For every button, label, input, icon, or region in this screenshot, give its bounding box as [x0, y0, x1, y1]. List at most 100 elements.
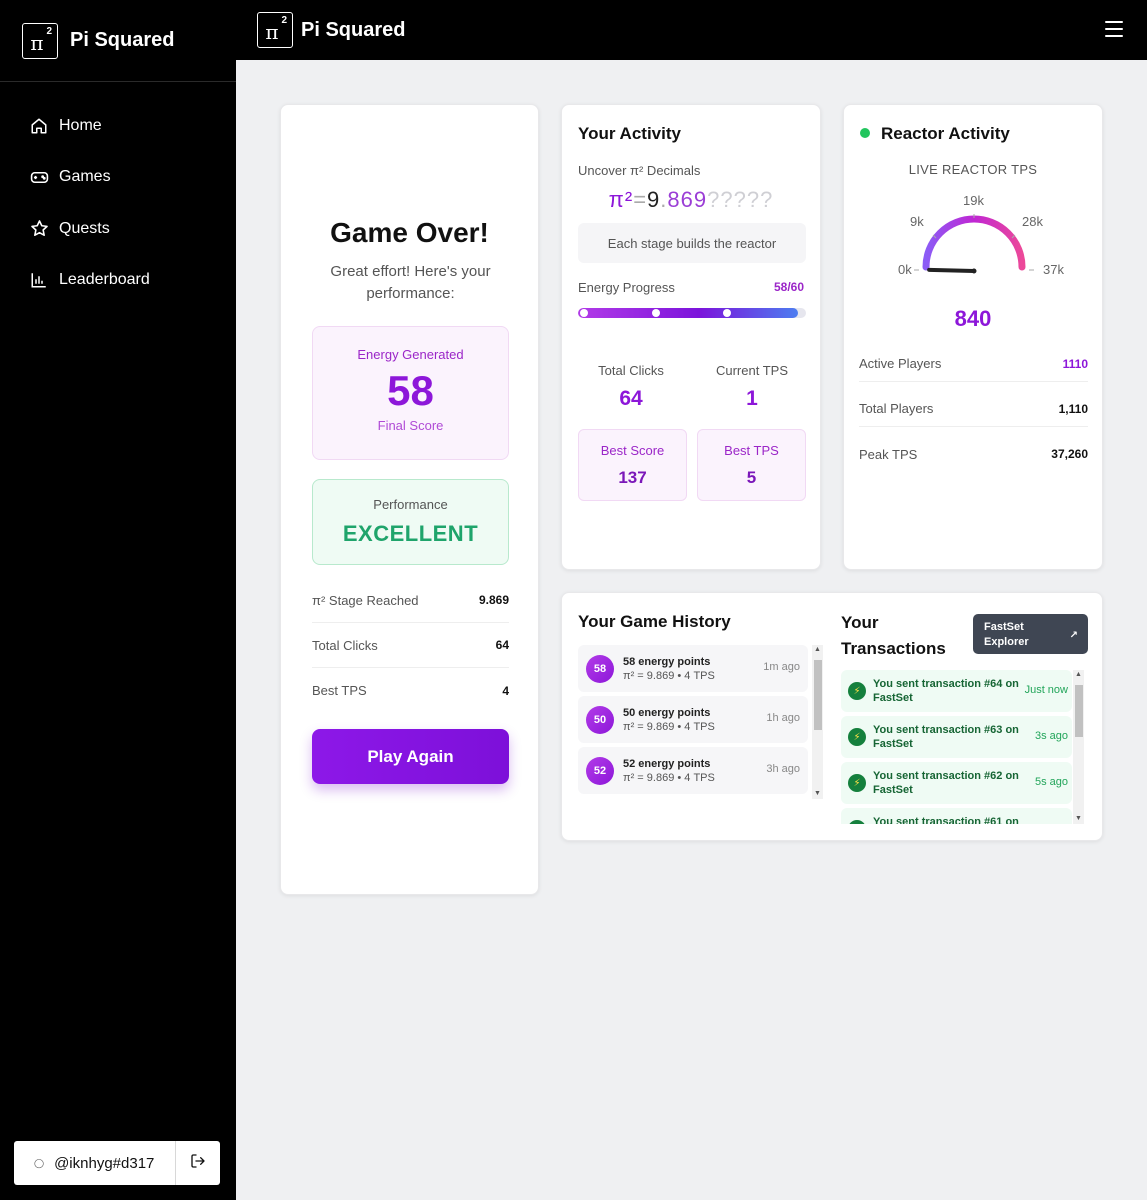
- score-badge: 50: [586, 705, 614, 734]
- reactor-title: Reactor Activity: [881, 124, 1010, 143]
- final-score-label: Final Score: [377, 418, 444, 433]
- scroll-thumb[interactable]: [814, 660, 822, 730]
- list-item[interactable]: 58 58 energy points π² = 9.869 • 4 TPS 1…: [578, 645, 808, 692]
- tps-gauge: 0k 9k 19k 28k 37k: [898, 193, 1064, 277]
- live-status-dot: [860, 128, 870, 138]
- stat-value: 1: [746, 387, 758, 410]
- history-title: 52 energy points: [623, 757, 711, 770]
- reactor-card: Reactor Activity LIVE REACTOR TPS 0k 9k …: [843, 104, 1103, 570]
- external-link-icon: ↗: [1069, 630, 1078, 641]
- energy-progress-fill: [578, 308, 799, 318]
- stat-row-clicks: Total Clicks 64: [312, 623, 509, 668]
- scroll-down-arrow-icon[interactable]: ▼: [1075, 815, 1082, 822]
- stat-label: Total Clicks: [312, 637, 378, 653]
- fastset-explorer-label: FastSet Explorer: [984, 621, 1029, 648]
- menu-icon[interactable]: [1105, 21, 1123, 37]
- pi-equals: =: [633, 187, 648, 212]
- history-time: 1h ago: [766, 712, 800, 724]
- play-again-button[interactable]: Play Again: [312, 729, 509, 784]
- history-scrollbar[interactable]: ▲ ▼: [812, 645, 823, 799]
- user-panel: ◯ @iknhyg#d317: [14, 1141, 220, 1185]
- lightning-icon: ⚡: [848, 774, 866, 792]
- list-item[interactable]: 50 50 energy points π² = 9.869 • 4 TPS 1…: [578, 696, 808, 743]
- list-item[interactable]: ⚡ You sent transaction #63 on FastSet 3s…: [841, 716, 1072, 758]
- stat-label: Total Clicks: [598, 363, 664, 378]
- score-badge: 58: [586, 654, 614, 683]
- home-icon: [29, 116, 49, 136]
- energy-label: Energy Generated: [357, 347, 464, 362]
- energy-progress-bar: [578, 308, 806, 318]
- reactor-tps-value: 840: [954, 306, 992, 331]
- pi-dot: .: [660, 187, 668, 212]
- reactor-subtitle: LIVE REACTOR TPS: [908, 162, 1038, 177]
- gauge-tick-label: 28k: [1022, 214, 1043, 229]
- gauge-arc: [922, 215, 1026, 271]
- scroll-up-arrow-icon[interactable]: ▲: [1075, 671, 1082, 678]
- sidebar-item-quests[interactable]: Quests: [0, 203, 236, 255]
- sidebar-item-label: Games: [59, 168, 111, 186]
- sidebar-item-home[interactable]: Home: [0, 100, 236, 152]
- performance-label: Performance: [373, 497, 448, 512]
- stat-value: 5: [746, 468, 757, 487]
- total-players-row: Total Players 1,110: [859, 391, 1088, 427]
- transactions-scrollbar[interactable]: ▲ ▼: [1073, 670, 1084, 824]
- peak-tps-row: Peak TPS 37,260: [859, 436, 1088, 472]
- stat-value: 64: [619, 387, 643, 410]
- gauge-tick: [1011, 234, 1016, 239]
- history-detail: π² = 9.869 • 4 TPS: [623, 669, 715, 682]
- transaction-text: You sent transaction #63 on FastSet: [873, 724, 1019, 750]
- lightning-icon: ⚡: [848, 820, 866, 824]
- list-item[interactable]: ⚡ You sent transaction #62 on FastSet 5s…: [841, 762, 1072, 804]
- stat-label: Best TPS: [724, 443, 779, 458]
- game-over-title: Game Over!: [330, 217, 489, 248]
- sidebar-item-label: Quests: [59, 219, 110, 237]
- activity-card: Your Activity Uncover π² Decimals π²=9.8…: [561, 104, 821, 570]
- gauge-hub: [971, 268, 977, 274]
- transactions-list: ⚡ You sent transaction #64 on FastSet Ju…: [841, 670, 1073, 824]
- sidebar-item-leaderboard[interactable]: Leaderboard: [0, 255, 236, 307]
- logout-button[interactable]: [176, 1141, 220, 1185]
- transaction-time: Just now: [1024, 684, 1068, 696]
- gauge-tick-label: 9k: [910, 214, 924, 229]
- sidebar-item-games[interactable]: Games: [0, 152, 236, 204]
- total-clicks-stat: Total Clicks 64: [576, 363, 686, 411]
- list-item[interactable]: 52 52 energy points π² = 9.869 • 4 TPS 3…: [578, 747, 808, 794]
- progress-marker: [580, 309, 588, 317]
- history-time: 1m ago: [763, 661, 800, 673]
- scroll-down-arrow-icon[interactable]: ▼: [814, 790, 821, 797]
- sidebar-item-label: Home: [59, 116, 102, 134]
- fastset-explorer-button[interactable]: FastSet Explorer ↗: [973, 614, 1088, 654]
- stat-value: 137: [618, 468, 647, 487]
- stat-value: 9.869: [478, 593, 509, 607]
- current-tps-stat: Current TPS 1: [697, 363, 807, 411]
- history-time: 3h ago: [766, 763, 800, 775]
- energy-generated-box: Energy Generated 58 Final Score: [312, 326, 509, 460]
- transaction-text: You sent transaction #64 on FastSet: [873, 678, 1019, 704]
- performance-value: EXCELLENT: [342, 521, 479, 546]
- user-profile-button[interactable]: ◯ @iknhyg#d317: [14, 1141, 176, 1185]
- gauge-tick-label: 19k: [963, 193, 984, 208]
- stat-label: Peak TPS: [859, 446, 918, 462]
- stat-value: 37,260: [1051, 447, 1088, 461]
- transaction-text: You sent transaction #61 on FastSet: [873, 816, 1019, 824]
- scroll-thumb[interactable]: [1075, 685, 1083, 737]
- gauge-tick: [932, 234, 937, 239]
- list-item[interactable]: ⚡ You sent transaction #64 on FastSet Ju…: [841, 670, 1072, 712]
- user-handle: @iknhyg#d317: [54, 1154, 155, 1172]
- score-badge: 52: [586, 756, 614, 785]
- best-score-box: Best Score 137: [578, 429, 687, 501]
- stat-value: 64: [495, 638, 509, 652]
- performance-box: Performance EXCELLENT: [312, 479, 509, 565]
- list-item[interactable]: ⚡ You sent transaction #61 on FastSet: [841, 808, 1072, 824]
- history-title: 58 energy points: [623, 655, 711, 668]
- uncover-label: Uncover π² Decimals: [578, 163, 701, 178]
- pi-decimals-display: π²=9.869?????: [562, 187, 820, 213]
- game-over-subtitle: Great effort! Here's your performance:: [330, 263, 491, 302]
- scroll-up-arrow-icon[interactable]: ▲: [814, 646, 821, 653]
- stage-note: Each stage builds the reactor: [578, 223, 806, 263]
- stat-label: Total Players: [859, 401, 934, 416]
- gauge-tick-label: 0k: [898, 262, 912, 277]
